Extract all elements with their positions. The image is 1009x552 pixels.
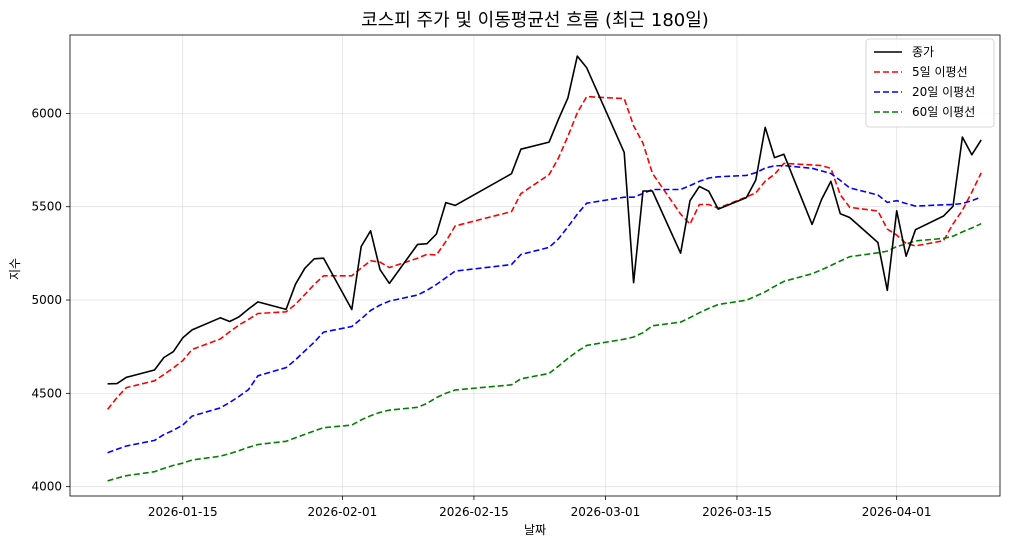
y-axis-label: 지수: [8, 258, 22, 280]
series-line-3: [107, 222, 982, 482]
x-tick-label: 2026-01-15: [148, 505, 218, 519]
x-tick-label: 2026-04-01: [862, 505, 932, 519]
y-tick-label: 4500: [31, 386, 62, 400]
x-tick-label: 2026-03-01: [571, 505, 641, 519]
legend-box: [865, 38, 995, 128]
series-line-0: [107, 55, 982, 385]
legend-label: 20일 이평선: [912, 85, 975, 99]
legend: 종가 5일 이평선 20일 이평선 60일 이평선: [865, 38, 995, 128]
legend-label: 5일 이평선: [912, 65, 968, 79]
series-line-2: [107, 164, 982, 454]
y-tick-label: 5500: [31, 200, 62, 214]
x-tick-label: 2026-02-15: [439, 505, 509, 519]
x-tick-label: 2026-03-15: [702, 505, 772, 519]
chart-title: 코스피 주가 및 이동평균선 흐름 (최근 180일): [361, 10, 709, 31]
legend-label: 60일 이평선: [912, 105, 975, 119]
x-axis-label: 날짜: [524, 523, 546, 537]
y-tick-label: 4000: [31, 480, 62, 494]
series-line-1: [106, 95, 982, 410]
series-layer: [106, 55, 982, 482]
legend-label: 종가: [912, 45, 934, 59]
grid: [70, 35, 1000, 496]
x-axis: 2026-01-15 2026-02-01 2026-02-15 2026-03-01…: [148, 496, 932, 519]
y-tick-label: 6000: [31, 106, 62, 120]
y-axis: 4000 4500 5000 5500 6000: [31, 106, 70, 494]
y-tick-label: 5000: [31, 293, 62, 307]
plot-frame: [69, 34, 1001, 497]
x-tick-label: 2026-02-01: [308, 505, 378, 519]
